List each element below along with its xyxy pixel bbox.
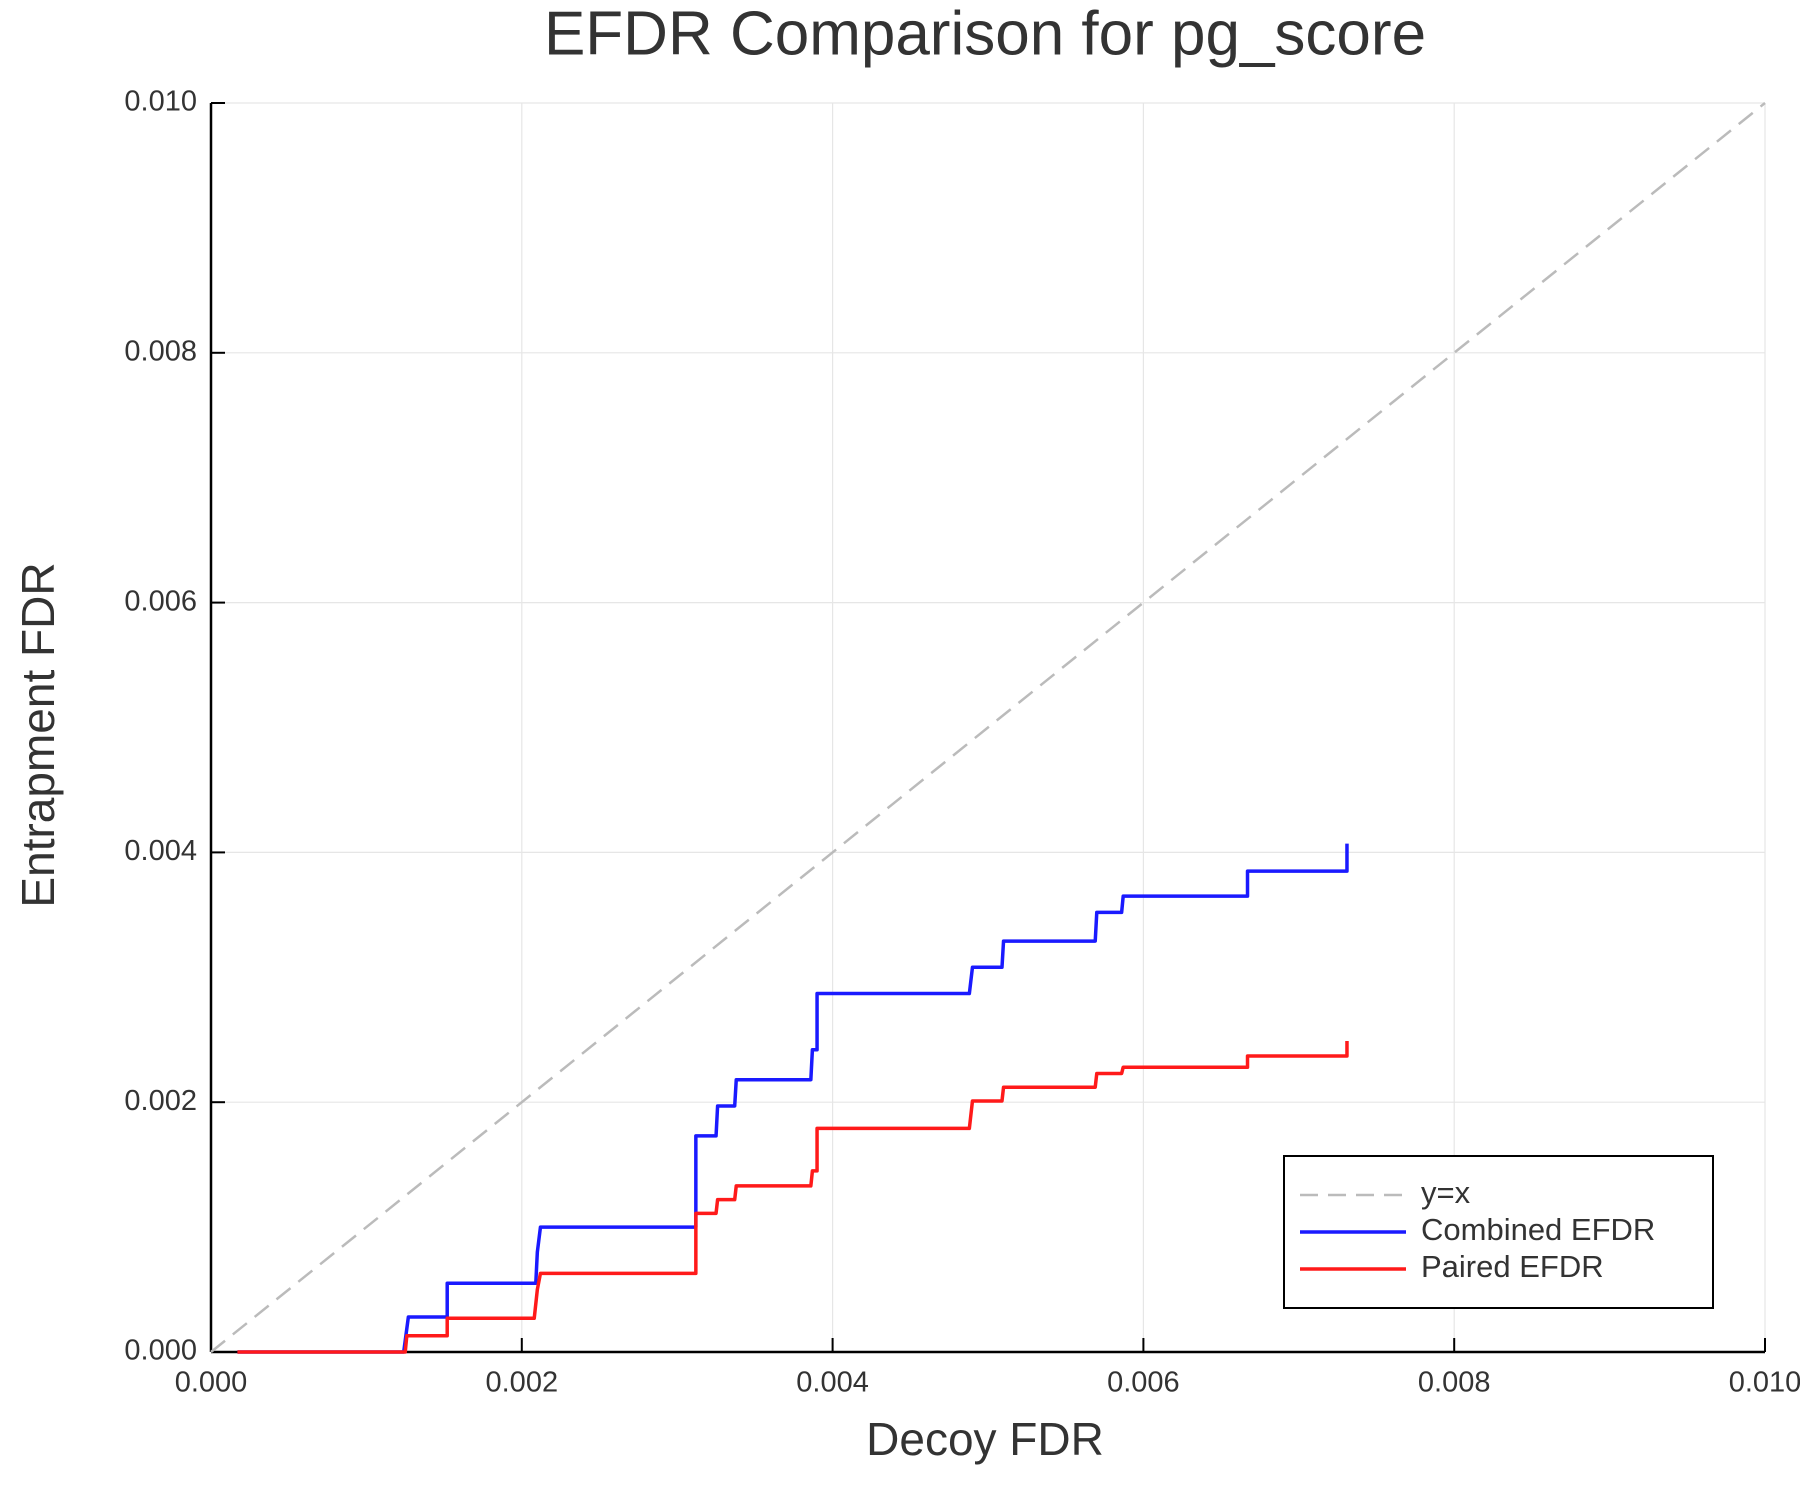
y-tick-label: 0.010 bbox=[124, 86, 197, 118]
series-line bbox=[237, 843, 1349, 1354]
x-tick-label: 0.004 bbox=[796, 1367, 869, 1399]
y-tick-label: 0.004 bbox=[124, 835, 197, 867]
x-tick-label: 0.002 bbox=[486, 1367, 559, 1399]
x-tick-label: 0.000 bbox=[175, 1367, 248, 1399]
chart-title: EFDR Comparison for pg_score bbox=[544, 0, 1426, 68]
x-tick-label: 0.010 bbox=[1729, 1367, 1800, 1399]
y-tick-label: 0.002 bbox=[124, 1085, 197, 1117]
y-tick-label: 0.000 bbox=[124, 1335, 197, 1367]
x-tick-label: 0.008 bbox=[1418, 1367, 1491, 1399]
series-line bbox=[237, 1041, 1349, 1354]
legend-label: Combined EFDR bbox=[1421, 1212, 1655, 1247]
y-tick-label: 0.006 bbox=[124, 585, 197, 617]
x-tick-label: 0.006 bbox=[1107, 1367, 1180, 1399]
legend-label: Paired EFDR bbox=[1421, 1249, 1604, 1284]
y-tick-label: 0.008 bbox=[124, 335, 197, 367]
y-axis-label: Entrapment FDR bbox=[12, 562, 64, 907]
legend-label: y=x bbox=[1421, 1175, 1471, 1210]
series-line bbox=[210, 102, 1766, 1353]
x-axis-label: Decoy FDR bbox=[866, 1413, 1104, 1465]
